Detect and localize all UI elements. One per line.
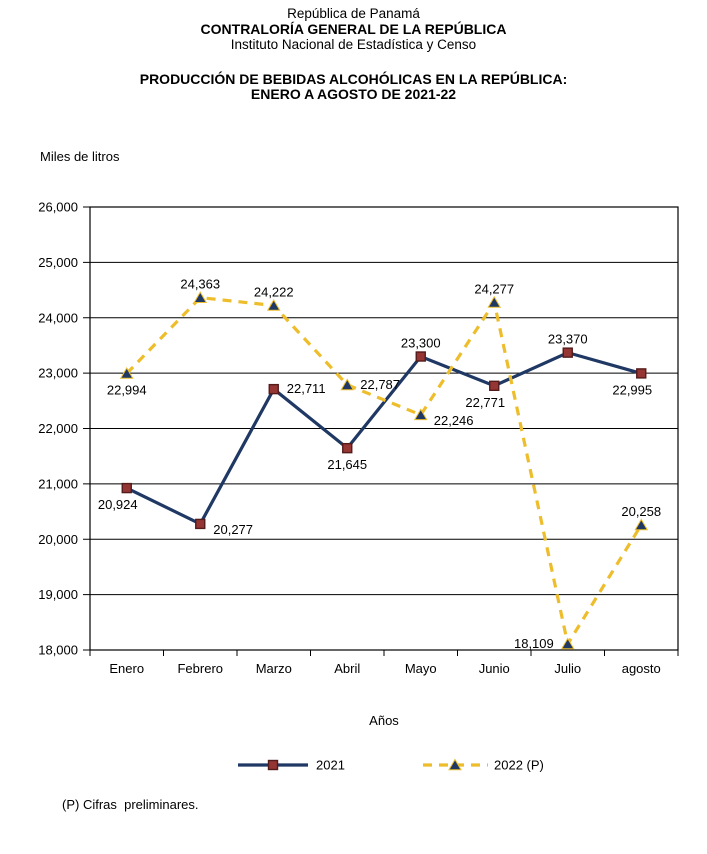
- y-tick-label: 22,000: [38, 421, 78, 436]
- x-tick-label: Marzo: [256, 661, 292, 676]
- data-point-marker: [267, 759, 279, 771]
- y-tick-label: 19,000: [38, 587, 78, 602]
- header-department: Instituto Nacional de Estadística y Cens…: [230, 37, 477, 52]
- data-label: 20,277: [213, 522, 253, 537]
- data-point-marker: [636, 368, 647, 379]
- y-tick-label: 26,000: [38, 200, 78, 215]
- data-point-marker: [266, 298, 281, 311]
- data-label: 24,277: [474, 281, 514, 296]
- chart-title: PRODUCCIÓN DE BEBIDAS ALCOHÓLICAS EN LA …: [0, 70, 707, 103]
- y-tick-label: 20,000: [38, 532, 78, 547]
- data-label: 22,787: [360, 377, 400, 392]
- data-point-marker: [560, 637, 575, 650]
- data-point-marker: [193, 291, 208, 303]
- data-point-marker: [413, 408, 428, 421]
- gridlines: [83, 206, 679, 656]
- production-line-chart: 18,000 19,000 20,000 21,000 22,000 23,000 24,0…: [38, 200, 679, 773]
- footnote: (P) Cifras preliminares.: [62, 797, 199, 812]
- x-axis-title: Años: [369, 713, 399, 728]
- data-point-marker: [489, 380, 500, 392]
- data-label: 22,711: [287, 381, 326, 396]
- data-point-marker: [634, 518, 649, 531]
- data-label: 21,645: [327, 457, 367, 472]
- x-tick-label: agosto: [622, 661, 661, 676]
- y-axis-tick-labels: 18,000 19,000 20,000 21,000 22,000 23,000 24,0…: [38, 200, 78, 658]
- data-point-marker: [195, 518, 206, 530]
- data-label: 24,222: [254, 284, 294, 299]
- header-country: República de Panamá: [287, 6, 420, 21]
- series-2022-p: 22,994 24,363 24,222 22,787 22,246 24,277 18,1…: [107, 277, 661, 651]
- x-tick-label: Enero: [109, 661, 144, 676]
- y-tick-label: 25,000: [38, 255, 78, 270]
- data-label: 22,995: [612, 382, 652, 397]
- legend-label: 2021: [316, 758, 345, 773]
- y-tick-label: 24,000: [38, 310, 78, 325]
- x-tick-label: Febrero: [177, 661, 223, 676]
- x-axis-tick-labels: Enero Febrero Marzo Abril Mayo Junio Julio agos…: [109, 661, 660, 676]
- data-label: 20,258: [621, 504, 661, 519]
- plot-border: [89, 206, 679, 651]
- y-tick-label: 21,000: [38, 476, 78, 491]
- x-tick-label: Abril: [334, 661, 360, 676]
- header-institution: CONTRALORÍA GENERAL DE LA REPÚBLICA: [200, 20, 507, 37]
- series-2022-p-line: [125, 295, 643, 649]
- data-point-marker: [562, 347, 573, 358]
- y-tick-label: 18,000: [38, 643, 78, 658]
- document-header: República de Panamá CONTRALORÍA GENERAL …: [0, 6, 707, 103]
- chart-title-line1: PRODUCCIÓN DE BEBIDAS ALCOHÓLICAS EN LA …: [139, 70, 568, 87]
- data-label: 24,363: [180, 277, 220, 292]
- data-point-marker: [342, 442, 353, 454]
- data-label: 20,924: [98, 497, 138, 512]
- chart-title-line2: ENERO A AGOSTO DE 2021-22: [250, 86, 457, 102]
- x-tick-label: Junio: [479, 661, 510, 676]
- series-2021-line: [126, 350, 642, 527]
- data-point-marker: [340, 378, 355, 391]
- data-point-marker: [487, 295, 502, 308]
- data-label: 23,370: [548, 332, 588, 347]
- x-tick-label: Mayo: [405, 661, 437, 676]
- legend: 2021 2022 (P): [238, 758, 544, 773]
- data-point-marker: [268, 383, 279, 395]
- data-point-marker: [119, 366, 134, 379]
- data-point-marker: [415, 351, 426, 362]
- legend-label: 2022 (P): [494, 758, 544, 773]
- data-label: 22,994: [107, 382, 147, 397]
- series-2021: 20,924 20,277 22,711 21,645 23,300 22,771 23,3…: [98, 332, 652, 537]
- y-tick-label: 23,000: [38, 366, 78, 381]
- data-point-marker: [121, 482, 132, 494]
- data-label: 22,771: [465, 395, 505, 410]
- y-axis-unit-label: Miles de litros: [40, 149, 120, 164]
- data-point-marker: [448, 758, 462, 771]
- data-label: 18,109: [514, 636, 554, 651]
- data-label: 23,300: [401, 336, 441, 351]
- data-label: 22,246: [434, 413, 474, 428]
- x-tick-label: Julio: [554, 661, 581, 676]
